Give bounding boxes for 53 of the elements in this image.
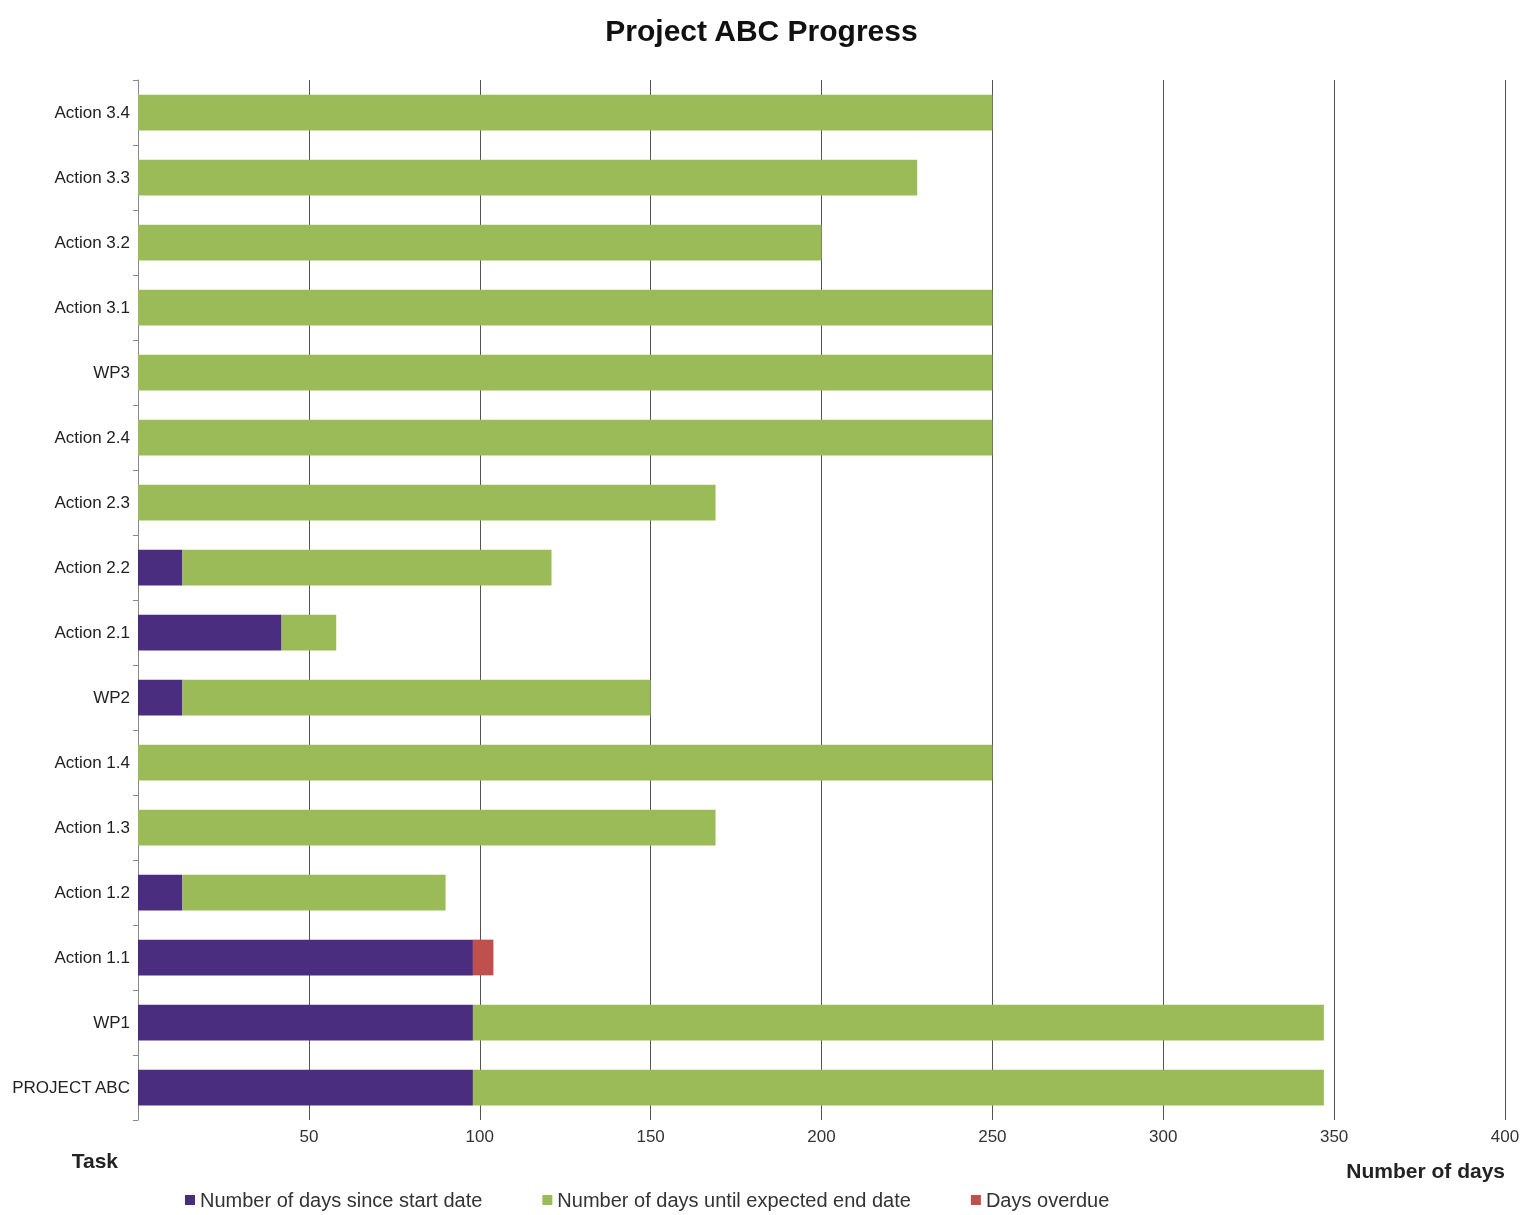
bar <box>138 224 822 261</box>
y-tick-label: WP2 <box>93 688 130 707</box>
bar <box>138 419 993 456</box>
bar <box>182 679 651 716</box>
x-tick-label: 350 <box>1319 1127 1349 1146</box>
bar <box>138 354 993 391</box>
bar <box>182 874 446 911</box>
x-axis-title: Number of days <box>1346 1159 1505 1182</box>
legend-label: Days overdue <box>985 1189 1110 1211</box>
y-tick-label: Action 3.3 <box>54 168 130 187</box>
y-tick-label: Action 1.3 <box>54 818 130 837</box>
y-tick-label: PROJECT ABC <box>12 1078 130 1097</box>
bar <box>472 1004 1324 1041</box>
bar <box>138 549 183 586</box>
bar <box>281 614 337 651</box>
legend-label: Number of days until expected end date <box>557 1189 911 1211</box>
y-tick-label: Action 2.4 <box>54 428 130 447</box>
x-tick-label: 300 <box>1149 1127 1178 1146</box>
y-tick-label: Action 3.1 <box>54 298 130 317</box>
x-tick-label: 400 <box>1490 1127 1520 1146</box>
x-tick-label: 200 <box>807 1127 836 1146</box>
x-tick-label: 150 <box>636 1127 665 1146</box>
bar <box>138 159 918 196</box>
bar <box>138 614 282 651</box>
bar <box>138 1004 473 1041</box>
bar <box>138 809 716 846</box>
bar <box>138 1069 473 1106</box>
y-tick-label: Action 1.2 <box>54 883 130 902</box>
y-axis-title: Task <box>71 1149 119 1172</box>
y-tick-label: WP3 <box>93 363 130 382</box>
bar <box>138 874 183 911</box>
bar <box>138 484 716 521</box>
bar <box>472 1069 1324 1106</box>
legend-label: Number of days since start date <box>200 1189 483 1211</box>
y-tick-label: Action 1.4 <box>54 753 130 772</box>
x-tick-label: 100 <box>465 1127 494 1146</box>
bar <box>138 939 473 976</box>
y-tick-label: Action 2.1 <box>54 623 130 642</box>
y-tick-label: WP1 <box>93 1013 130 1032</box>
bar <box>138 94 993 131</box>
bar <box>472 939 494 976</box>
y-tick-label: Action 1.1 <box>54 948 130 967</box>
y-tick-label: Action 3.4 <box>54 103 130 122</box>
x-tick-label: 50 <box>299 1127 319 1146</box>
bar <box>138 679 183 716</box>
bar <box>138 289 993 326</box>
y-tick-label: Action 2.3 <box>54 493 130 512</box>
y-tick-label: Action 3.2 <box>54 233 130 252</box>
x-tick-label: 250 <box>978 1127 1007 1146</box>
chart-title: Project ABC Progress <box>605 13 918 47</box>
bar <box>182 549 552 586</box>
bar <box>138 744 993 781</box>
y-tick-label: Action 2.2 <box>54 558 130 577</box>
